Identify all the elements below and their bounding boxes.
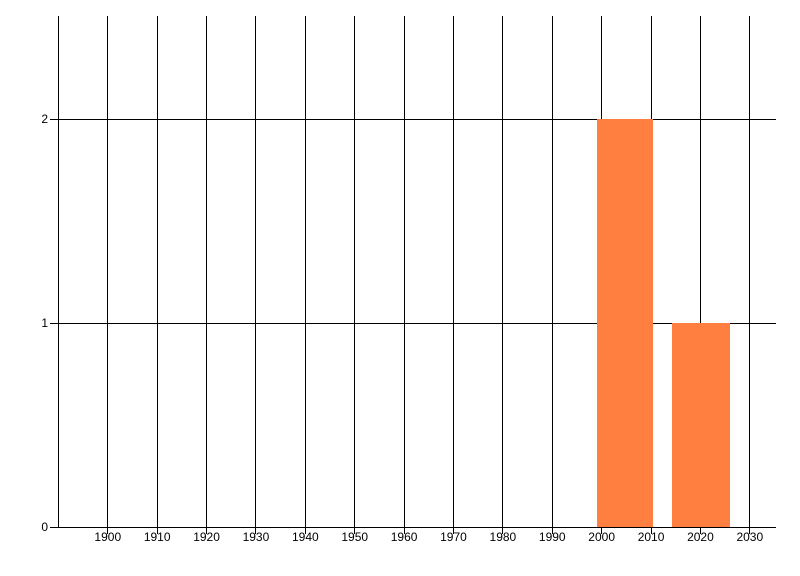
x-tick-label: 1910 <box>143 530 171 544</box>
y-axis-line <box>57 16 59 527</box>
y-gridline <box>50 118 776 120</box>
y-tick-label: 0 <box>41 520 48 534</box>
x-tick-label: 2020 <box>687 530 714 544</box>
x-gridline <box>551 16 553 534</box>
x-gridline <box>452 16 454 534</box>
x-tick-label: 2010 <box>637 530 665 544</box>
x-gridline <box>354 16 356 534</box>
y-tick-label: 2 <box>41 112 48 127</box>
y-gridline <box>50 322 776 324</box>
x-gridline <box>107 16 109 534</box>
x-gridline <box>699 16 701 534</box>
x-tick-label: 1900 <box>94 530 122 544</box>
x-tick-label: 1920 <box>193 530 220 544</box>
x-tick-label: 1990 <box>538 530 566 544</box>
x-gridline <box>749 16 751 534</box>
x-tick-label: 1940 <box>291 530 319 544</box>
x-gridline <box>304 16 306 534</box>
x-tick-label: 1980 <box>489 530 517 544</box>
x-gridline <box>255 16 257 534</box>
x-tick-label: 2000 <box>588 530 615 544</box>
bar <box>671 323 730 527</box>
x-gridline <box>403 16 405 534</box>
x-tick-label: 2030 <box>736 530 764 544</box>
x-gridline <box>156 16 158 534</box>
bar <box>597 119 653 527</box>
x-tick-label: 1930 <box>242 530 270 544</box>
y-tick-label: 1 <box>41 316 48 330</box>
x-tick-label: 1970 <box>440 530 467 544</box>
x-gridline <box>502 16 504 534</box>
x-gridline <box>206 16 208 534</box>
x-axis-line <box>50 526 776 528</box>
x-tick-label: 1960 <box>390 530 418 544</box>
x-tick-label: 1950 <box>341 530 369 544</box>
